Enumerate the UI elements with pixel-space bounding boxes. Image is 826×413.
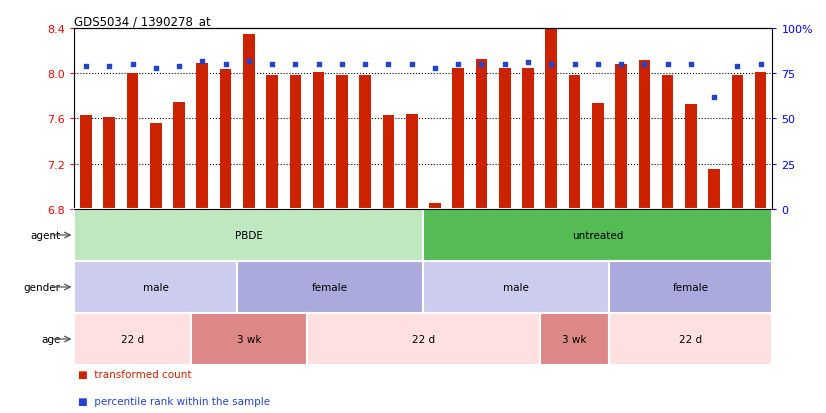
Bar <box>103 118 115 209</box>
Point <box>312 62 325 68</box>
Text: age: age <box>41 334 60 344</box>
Bar <box>638 61 650 209</box>
Bar <box>453 69 464 209</box>
Bar <box>424 209 772 261</box>
Bar <box>237 261 424 313</box>
Bar <box>732 76 743 209</box>
Bar <box>243 35 254 209</box>
Point <box>382 62 395 68</box>
Bar <box>313 73 325 209</box>
Bar <box>74 313 191 365</box>
Point <box>498 62 511 68</box>
Point <box>684 62 697 68</box>
Text: 3 wk: 3 wk <box>563 334 586 344</box>
Bar <box>173 102 185 209</box>
Point <box>731 64 744 70</box>
Point <box>126 62 139 68</box>
Bar <box>191 313 307 365</box>
Point <box>544 62 558 68</box>
Bar <box>522 69 534 209</box>
Bar <box>615 65 627 209</box>
Bar <box>336 76 348 209</box>
Point <box>475 62 488 68</box>
Bar <box>197 64 208 209</box>
Text: ■  percentile rank within the sample: ■ percentile rank within the sample <box>78 396 271 406</box>
Point <box>405 62 418 68</box>
Point <box>661 62 674 68</box>
Bar <box>307 313 539 365</box>
Text: male: male <box>504 282 529 292</box>
Text: agent: agent <box>31 230 60 240</box>
Text: 22 d: 22 d <box>679 334 702 344</box>
Bar <box>150 124 162 209</box>
Point <box>591 62 605 68</box>
Text: PBDE: PBDE <box>235 230 263 240</box>
Point <box>102 64 116 70</box>
Point <box>173 64 186 70</box>
Text: 22 d: 22 d <box>412 334 434 344</box>
Bar <box>755 73 767 209</box>
Point <box>219 62 232 68</box>
Bar <box>685 104 696 209</box>
Text: female: female <box>312 282 349 292</box>
Text: female: female <box>673 282 709 292</box>
Bar <box>424 261 610 313</box>
Bar <box>359 76 371 209</box>
Point <box>568 62 582 68</box>
Point <box>521 60 534 66</box>
Point <box>615 62 628 68</box>
Bar <box>476 59 487 209</box>
Bar <box>545 29 557 209</box>
Bar <box>74 209 424 261</box>
Point <box>754 62 767 68</box>
Bar <box>406 115 417 209</box>
Point <box>265 62 278 68</box>
Bar <box>610 313 772 365</box>
Text: male: male <box>143 282 169 292</box>
Point <box>429 65 442 72</box>
Bar <box>74 261 237 313</box>
Bar <box>569 76 581 209</box>
Text: untreated: untreated <box>572 230 624 240</box>
Bar <box>80 116 92 209</box>
Point <box>358 62 372 68</box>
Bar <box>610 261 772 313</box>
Bar <box>220 69 231 209</box>
Point <box>452 62 465 68</box>
Point <box>638 62 651 68</box>
Text: gender: gender <box>23 282 60 292</box>
Bar <box>266 76 278 209</box>
Text: ■  transformed count: ■ transformed count <box>78 369 192 379</box>
Bar <box>592 103 604 209</box>
Bar <box>709 170 720 209</box>
Point <box>79 64 93 70</box>
Point <box>335 62 349 68</box>
Text: 3 wk: 3 wk <box>236 334 261 344</box>
Bar <box>539 313 610 365</box>
Point <box>289 62 302 68</box>
Bar <box>382 116 394 209</box>
Point <box>708 94 721 101</box>
Bar <box>430 204 441 209</box>
Bar <box>499 69 510 209</box>
Bar <box>126 74 138 209</box>
Point <box>242 58 255 65</box>
Bar <box>662 76 673 209</box>
Text: GDS5034 / 1390278_at: GDS5034 / 1390278_at <box>74 15 211 28</box>
Bar <box>290 76 301 209</box>
Text: 22 d: 22 d <box>121 334 144 344</box>
Point <box>196 58 209 65</box>
Point <box>150 65 163 72</box>
